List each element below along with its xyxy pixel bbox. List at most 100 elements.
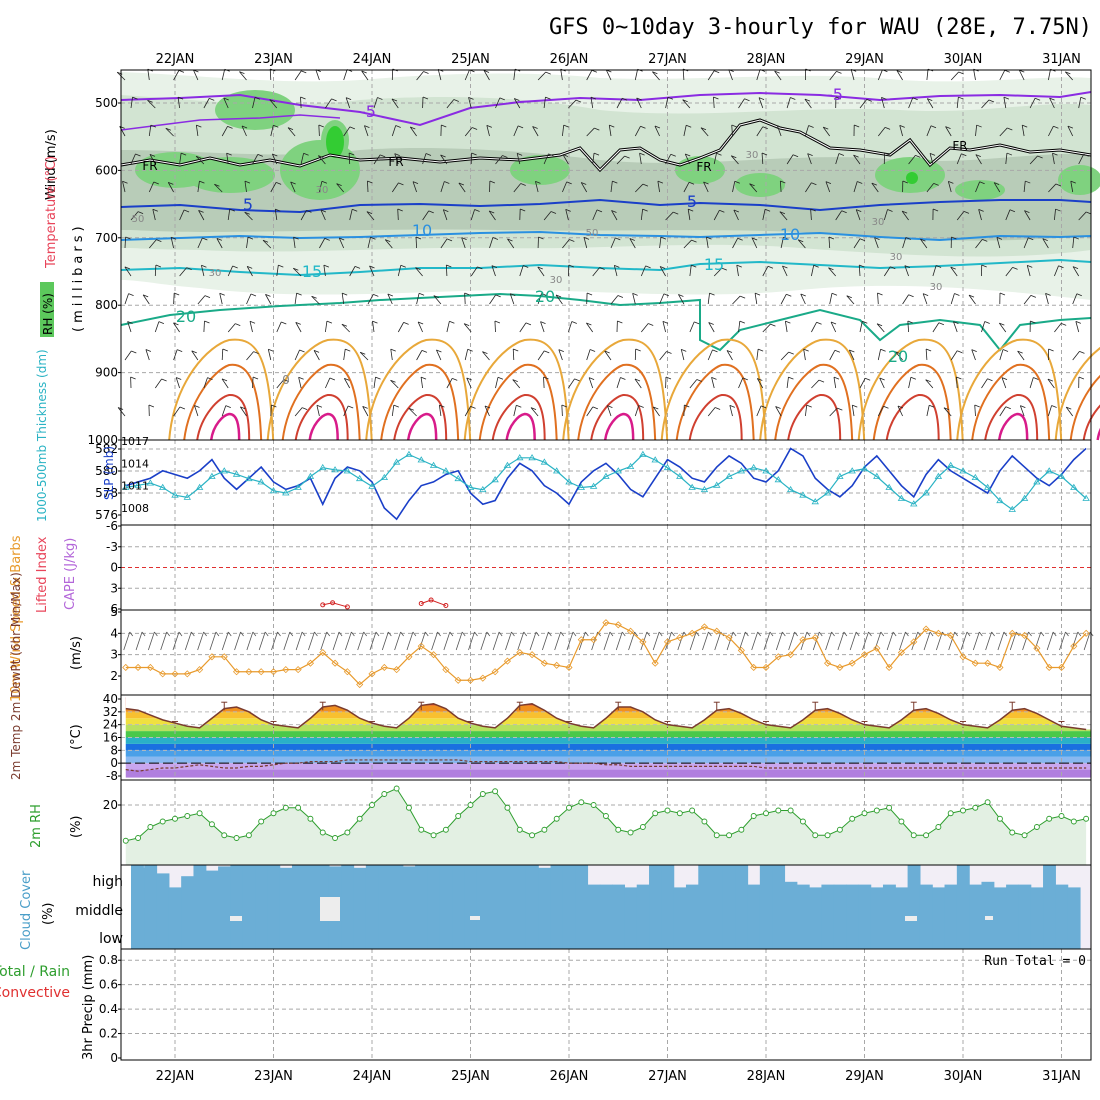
wind-barb xyxy=(214,183,223,193)
wind-barb-flag xyxy=(706,236,712,240)
cloud-bar xyxy=(932,893,946,921)
wind-barb-flag xyxy=(1033,377,1039,380)
wind-barb xyxy=(562,154,569,165)
wind10-barb-flag xyxy=(831,631,835,637)
precip-run-total: Run Total = 0 xyxy=(984,954,1086,969)
y-tick-label: 20 xyxy=(103,798,118,812)
cloud-bar xyxy=(304,921,318,949)
wind-barb xyxy=(415,236,417,249)
wind-barb-flag xyxy=(803,348,809,352)
temp-color-band xyxy=(121,743,1091,751)
wind-barb-flag xyxy=(852,404,858,408)
wind-barb xyxy=(925,348,928,361)
wind-barb-flag xyxy=(204,295,211,298)
wind-barb xyxy=(491,265,496,277)
wind-barb-flag xyxy=(897,405,904,409)
wind-barb xyxy=(975,239,983,249)
wind-barb xyxy=(397,208,399,221)
wind-barb-flag xyxy=(477,266,483,270)
rh-marker xyxy=(282,804,289,811)
wind-barb xyxy=(420,377,423,389)
wind-barb xyxy=(290,181,296,193)
thickness-marker xyxy=(503,461,512,468)
wind-barb-flag xyxy=(635,348,641,352)
wind-barb-flag xyxy=(311,295,317,299)
wind-barb-flag xyxy=(148,404,155,408)
wind-barb xyxy=(811,322,817,333)
wind-barb-flag xyxy=(296,292,302,296)
wind-barb xyxy=(555,294,563,305)
thickness-marker xyxy=(146,479,155,486)
wind-barb xyxy=(659,237,662,249)
wind-barb xyxy=(372,321,375,333)
wind10-marker xyxy=(171,670,179,678)
wind-barb-flag xyxy=(415,236,422,240)
cloud-bar xyxy=(784,921,798,949)
cloud-bar xyxy=(1067,921,1081,949)
wind-barb-flag xyxy=(446,238,453,242)
wind-barb xyxy=(828,236,831,249)
cloud-bar xyxy=(218,921,232,949)
wind-barb xyxy=(780,294,787,305)
wind-barb xyxy=(835,153,840,165)
wind-barb-flag xyxy=(714,70,720,74)
wind-barb-flag xyxy=(1083,153,1089,157)
wind-barb xyxy=(738,321,741,333)
cloud-bar xyxy=(993,893,1007,921)
y-tick-label: 582 xyxy=(95,442,118,456)
top-day-labels: 22JAN 23JAN 24JAN 25JAN 26JAN 27JAN 28JAN 29JAN… xyxy=(156,52,1081,67)
wind-barb xyxy=(325,98,332,109)
wind10-barb xyxy=(234,631,241,651)
wind10-marker xyxy=(934,629,942,637)
wind-barb-flag xyxy=(225,405,231,408)
wind10-barb xyxy=(874,631,882,651)
wind10-barb xyxy=(775,631,783,651)
wind-barb xyxy=(1072,351,1080,361)
wind-barb-flag xyxy=(640,125,646,129)
wind10-marker xyxy=(737,646,745,654)
wind-barb xyxy=(713,210,720,221)
cloud-bar xyxy=(205,921,219,949)
wind-barb-flag xyxy=(879,377,885,381)
wind-barb-flag xyxy=(818,379,825,383)
wind10-marker xyxy=(602,619,610,627)
wind10-marker xyxy=(257,668,265,676)
wind10-marker xyxy=(159,670,167,678)
cloud-bar xyxy=(661,865,675,893)
cloud-level-high: high xyxy=(92,874,123,890)
cloud-bar xyxy=(772,893,786,921)
wind-barb-flag xyxy=(489,180,496,184)
precip-ylabel-total: Total / Rain xyxy=(0,964,70,980)
wind-barb xyxy=(349,209,353,221)
wind-barb-flag xyxy=(372,320,378,324)
wind-barb-flag xyxy=(464,292,470,296)
wind-barb xyxy=(369,265,375,277)
cloud-bar xyxy=(612,884,626,893)
wind-barb xyxy=(1018,69,1025,81)
rh-patch xyxy=(1058,165,1100,195)
wind-barb xyxy=(1023,295,1032,305)
wind-barb xyxy=(999,70,1006,81)
wind-barb-flag xyxy=(876,323,883,327)
wind10-barb xyxy=(492,631,500,651)
contour-warm-30 xyxy=(872,363,952,441)
wind10-marker xyxy=(528,651,536,659)
wind-barb-flag xyxy=(198,210,204,213)
contour-label: 30 xyxy=(550,275,563,286)
wind-barb xyxy=(859,99,868,109)
wind-barb-flag xyxy=(272,153,278,157)
wind-barb xyxy=(117,407,126,417)
y-tick-label-right: 1008 xyxy=(121,502,149,515)
cape-marker xyxy=(418,600,424,606)
cloud-bar xyxy=(267,865,281,893)
wind-barb xyxy=(147,99,156,109)
cloud-bar xyxy=(168,887,182,893)
wind-barb-flag xyxy=(257,154,263,157)
wind-barb-flag xyxy=(588,377,595,380)
wind-barb xyxy=(276,379,285,389)
wind-barb xyxy=(336,183,345,193)
rh-marker xyxy=(405,804,412,811)
rh-marker xyxy=(332,835,339,841)
wind-barb xyxy=(932,322,940,333)
wind-barb xyxy=(409,126,417,137)
